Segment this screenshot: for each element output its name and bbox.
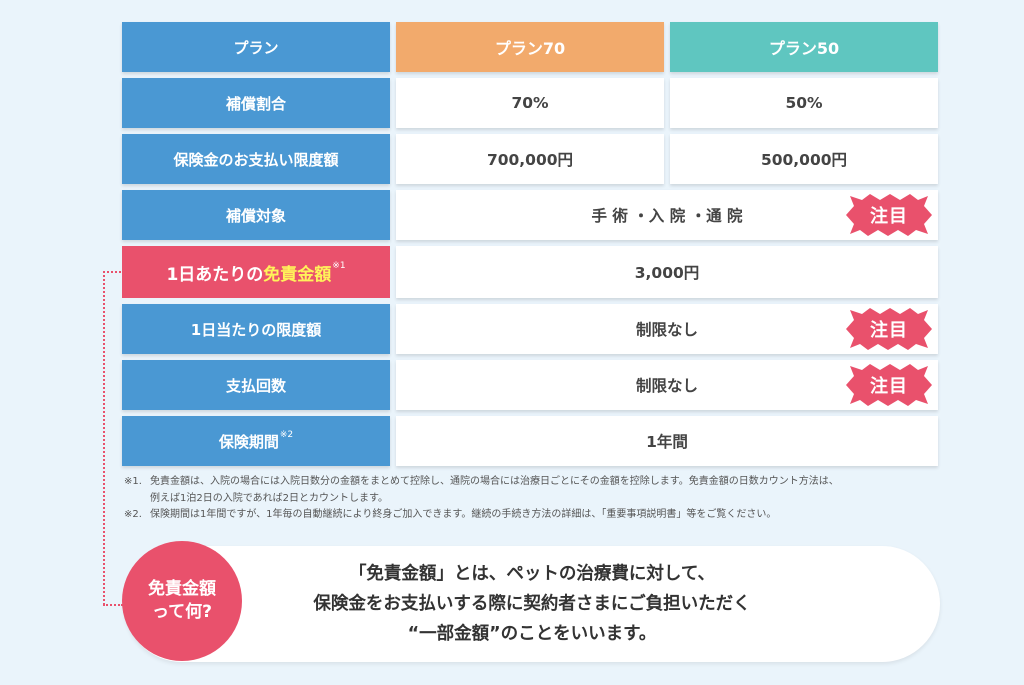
faq-question-line: って何?: [151, 602, 212, 622]
deductible-value-text: 3,000円: [634, 264, 700, 282]
plan70-label: プラン70: [494, 39, 566, 58]
connector-line-vertical: [103, 271, 105, 605]
footnote-mark: ※1.: [124, 476, 142, 487]
deductible-note-mark: ※1: [332, 261, 346, 271]
plan50-label: プラン50: [768, 39, 840, 58]
row-period-value: 1年間: [396, 416, 938, 466]
period-value-text: 1年間: [646, 433, 688, 451]
daily-limit-value-text: 制限なし: [635, 321, 698, 339]
ratio-plan50-value: 50%: [785, 94, 823, 112]
row-deductible-value: 3,000円: [396, 246, 938, 298]
attention-badge-coverage: 注目: [846, 192, 932, 238]
row-limit-plan70: 700,000円: [396, 134, 664, 184]
burst-badge-icon: [846, 308, 932, 350]
deductible-label-highlight: 免責金額: [263, 264, 332, 285]
row-coverage-label: 補償対象: [122, 190, 390, 240]
row-limit-plan50: 500,000円: [670, 134, 938, 184]
faq-answer-line: “一部金額”のことをいいます。: [407, 624, 657, 644]
row-daily-limit-label: 1日当たりの限度額: [122, 304, 390, 354]
count-value-text: 制限なし: [635, 377, 698, 395]
faq-question-circle: 免責金額 って何?: [122, 541, 242, 661]
connector-line-top: [103, 271, 121, 273]
faq-answer-line: 保険金をお支払いする際に契約者さまにご負担いただく: [313, 594, 751, 614]
row-ratio-label: 補償割合: [122, 78, 390, 128]
ratio-label-text: 補償割合: [225, 94, 286, 113]
deductible-label-prefix: 1日あたりの: [166, 264, 264, 285]
badge-label: 注目: [870, 376, 908, 397]
faq-question-line: 免責金額: [148, 579, 216, 599]
footnote-text: 例えば1泊2日の入院であれば2日とカウントします。: [150, 492, 388, 504]
footnote-text: 保険期間は1年間ですが、1年毎の自動継続により終身ご加入できます。継続の手続き方…: [150, 509, 777, 520]
limit-label-text: 保険金のお支払い限度額: [173, 150, 339, 169]
attention-badge-daily-limit: 注目: [846, 306, 932, 352]
badge-label: 注目: [870, 320, 908, 341]
footnote-1: ※1. 免責金額は、入院の場合には入院日数分の金額をまとめて控除し、通院の場合に…: [124, 474, 954, 491]
limit-plan50-value: 500,000円: [760, 151, 848, 169]
row-period-label: 保険期間 ※2: [122, 416, 390, 466]
footnote-text: 免責金額は、入院の場合には入院日数分の金額をまとめて控除し、通院の場合には治療日…: [150, 476, 839, 487]
faq-answer-line: 「免責金額」とは、ペットの治療費に対して、: [348, 564, 716, 584]
attention-badge-count: 注目: [846, 362, 932, 408]
footnote-mark: [124, 491, 150, 508]
badge-label: 注目: [870, 206, 908, 227]
header-plan-label: プラン: [122, 22, 390, 72]
row-count-label: 支払回数: [122, 360, 390, 410]
row-ratio-plan50: 50%: [670, 78, 938, 128]
header-plan-text: プラン: [233, 38, 279, 57]
burst-badge-icon: [846, 194, 932, 236]
header-plan70: プラン70: [396, 22, 664, 72]
coverage-label-text: 補償対象: [225, 206, 286, 225]
faq-bubble: [124, 546, 940, 662]
footnotes: ※1. 免責金額は、入院の場合には入院日数分の金額をまとめて控除し、通院の場合に…: [124, 474, 954, 524]
row-ratio-plan70: 70%: [396, 78, 664, 128]
limit-plan70-value: 700,000円: [486, 151, 574, 169]
daily-limit-label-text: 1日当たりの限度額: [190, 320, 322, 339]
period-note-mark: ※2: [279, 430, 294, 440]
footnote-mark: ※2.: [124, 509, 142, 520]
coverage-value-text: 手 術 ・入 院 ・通 院: [591, 207, 743, 225]
ratio-plan70-value: 70%: [511, 94, 549, 112]
footnote-1-cont: 例えば1泊2日の入院であれば2日とカウントします。: [124, 491, 954, 508]
faq-answer: 「免責金額」とは、ペットの治療費に対して、 保険金をお支払いする際に契約者さまに…: [124, 546, 940, 662]
row-deductible-label: 1日あたりの 免責金額 ※1: [122, 246, 390, 298]
burst-badge-icon: [846, 364, 932, 406]
period-label-text: 保険期間: [218, 432, 279, 451]
connector-line-bottom: [103, 604, 123, 606]
footnote-2: ※2. 保険期間は1年間ですが、1年毎の自動継続により終身ご加入できます。継続の…: [124, 507, 954, 524]
count-label-text: 支払回数: [225, 376, 286, 395]
row-limit-label: 保険金のお支払い限度額: [122, 134, 390, 184]
header-plan50: プラン50: [670, 22, 938, 72]
